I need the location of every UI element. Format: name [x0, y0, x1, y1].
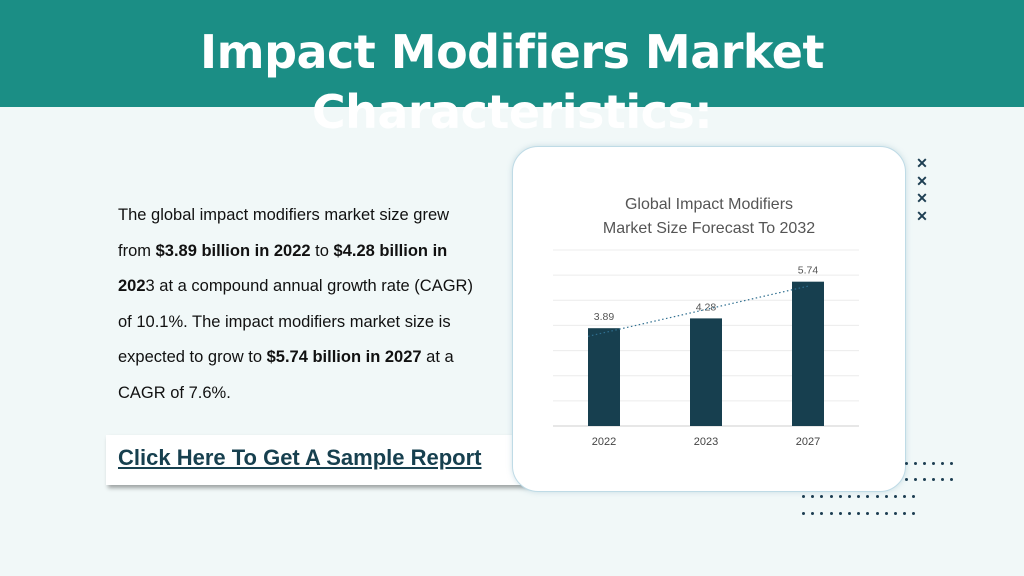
dot-icon [884, 495, 888, 498]
data-label: 3.89 [594, 311, 615, 323]
dot-icon [914, 478, 917, 481]
dot-icon [905, 478, 908, 481]
decorative-x-marks: ✕ ✕ ✕ ✕ [915, 155, 929, 225]
x-mark-icon: ✕ [916, 155, 928, 171]
dot-icon [903, 495, 907, 498]
dot-icon [838, 495, 842, 498]
dot-icon [903, 512, 907, 515]
dot-icon [875, 495, 879, 498]
bar [690, 318, 722, 426]
dot-icon [848, 512, 851, 515]
dot-icon [848, 495, 851, 498]
description-paragraph: The global impact modifiers market size … [118, 198, 478, 411]
dot-icon [914, 462, 917, 465]
x-tick-label: 2023 [694, 436, 718, 448]
dot-icon [912, 495, 916, 498]
x-mark-icon: ✕ [916, 207, 928, 224]
dot-icon [950, 462, 953, 465]
header-banner: Impact Modifiers Market Characteristics: [0, 0, 1024, 139]
trendline [587, 285, 809, 337]
x-mark-icon: ✕ [916, 190, 928, 206]
text-segment: at a CAGR of 7.6%. [118, 348, 454, 402]
dot-icon [923, 462, 926, 465]
dot-icon [857, 512, 861, 515]
dot-icon [905, 462, 908, 465]
x-mark-icon: ✕ [916, 172, 928, 189]
page-title: Impact Modifiers Market Characteristics: [200, 25, 824, 139]
dot-icon [950, 478, 953, 481]
dot-icon [811, 495, 815, 498]
x-tick-label: 2022 [592, 436, 616, 448]
dot-icon [820, 512, 824, 515]
dot-icon [829, 512, 833, 515]
data-label: 5.74 [798, 265, 819, 277]
sample-report-button[interactable]: Click Here To Get A Sample Report [106, 435, 528, 485]
bar [588, 328, 620, 426]
dot-icon [811, 512, 815, 515]
dot-icon [829, 495, 833, 498]
dot-icon [866, 512, 870, 515]
bold-segment: $3.89 billion in 2022 [155, 241, 311, 260]
dot-icon [894, 495, 897, 498]
text-segment: 3 at a compound annual growth rate (CAGR… [118, 277, 473, 366]
chart-title-line-2: Market Size Forecast To 2032 [602, 220, 816, 237]
dot-icon [802, 512, 805, 515]
dot-icon [932, 462, 935, 465]
dot-icon [802, 495, 805, 498]
chart-title: Global Impact Modifiers Market Size Fore… [513, 193, 905, 241]
dot-icon [866, 495, 870, 498]
dot-icon [941, 462, 944, 465]
x-tick-label: 2027 [796, 436, 820, 448]
chart-card: Global Impact Modifiers Market Size Fore… [512, 146, 906, 492]
bar [792, 281, 824, 426]
dot-icon [884, 512, 888, 515]
bold-segment: $5.74 billion in 2027 [266, 348, 422, 366]
chart-title-line-1: Global Impact Modifiers [624, 196, 794, 213]
dot-icon [932, 478, 935, 481]
dot-icon [875, 512, 879, 515]
bold-segment: $4.28 billion in 202 [118, 241, 448, 296]
dot-icon [912, 512, 916, 515]
text-segment: The global impact modifiers market size … [118, 206, 450, 260]
text-segment: to [310, 241, 334, 260]
sample-report-link[interactable]: Click Here To Get A Sample Report [118, 445, 482, 470]
bar-chart: 3.89 2022 4.28 2023 5.74 2027 [553, 249, 859, 448]
dot-icon [941, 478, 944, 481]
dot-icon [894, 512, 897, 515]
dot-icon [820, 495, 824, 498]
dot-icon [857, 495, 861, 498]
dot-icon [923, 478, 926, 481]
dot-icon [838, 512, 842, 515]
data-label: 4.28 [696, 301, 717, 313]
